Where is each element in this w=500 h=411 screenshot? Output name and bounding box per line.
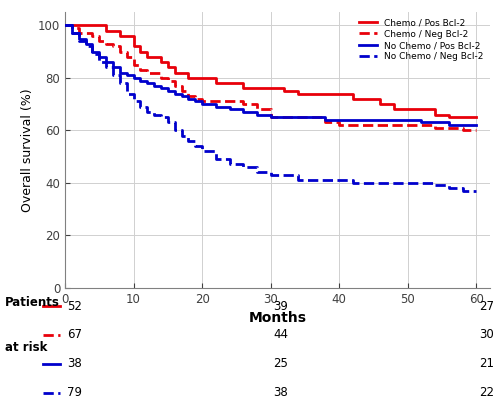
Text: 79: 79: [68, 386, 82, 399]
Text: 38: 38: [273, 386, 288, 399]
X-axis label: Months: Months: [248, 311, 306, 325]
Text: 52: 52: [68, 300, 82, 313]
Text: 27: 27: [479, 300, 494, 313]
Text: 44: 44: [273, 328, 288, 342]
Legend: Chemo / Pos Bcl-2, Chemo / Neg Bcl-2, No Chemo / Pos Bcl-2, No Chemo / Neg Bcl-2: Chemo / Pos Bcl-2, Chemo / Neg Bcl-2, No…: [357, 17, 486, 63]
Text: 39: 39: [273, 300, 288, 313]
Text: Patients: Patients: [5, 296, 60, 309]
Text: 67: 67: [68, 328, 82, 342]
Text: 22: 22: [479, 386, 494, 399]
Text: 25: 25: [273, 357, 288, 370]
Text: at risk: at risk: [5, 341, 48, 354]
Text: 30: 30: [479, 328, 494, 342]
Y-axis label: Overall survival (%): Overall survival (%): [20, 88, 34, 212]
Text: 38: 38: [68, 357, 82, 370]
Text: 21: 21: [479, 357, 494, 370]
